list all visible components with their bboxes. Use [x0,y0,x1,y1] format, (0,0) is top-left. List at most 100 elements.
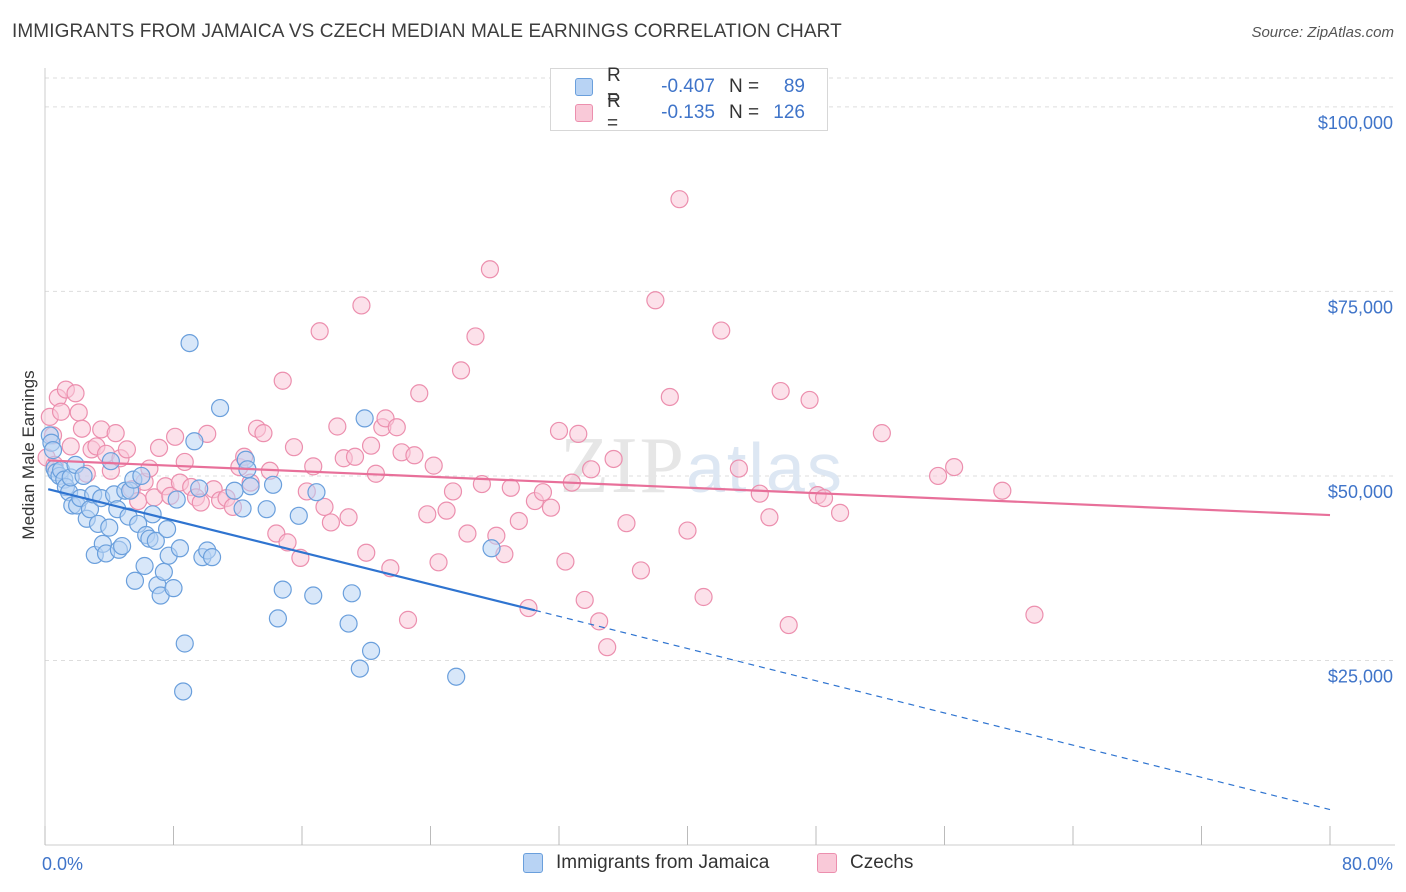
czech-point [712,321,731,340]
czech-point [771,381,790,401]
czech-point [872,424,891,443]
czech-point [437,501,456,520]
czech-point [345,447,365,466]
jamaica-point [289,506,308,525]
czech-point [61,437,80,456]
jamaica-point [175,634,194,653]
chart-title: IMMIGRANTS FROM JAMAICA VS CZECH MEDIAN … [12,21,842,42]
czech-point [443,482,463,501]
jamaica-point [125,571,145,590]
legend-label-czechs: Czechs [850,852,914,873]
jamaica-point [342,584,361,603]
czech-point [352,296,371,315]
czech-point [284,438,304,457]
czech-point [328,417,347,436]
czech-point [254,424,273,443]
czech-point [993,481,1012,500]
x-tick-labels: 0.0% 80.0% [42,854,1393,874]
czech-point [424,456,443,475]
czech-point [69,403,88,422]
jamaica-trend-line [47,488,536,612]
legend-r-label: R = [607,65,621,108]
legend-n-value: 126 [773,102,805,123]
jamaica-point [233,499,252,518]
czech-point [339,508,358,527]
legend-r-label: R = [607,91,621,134]
source-label: Source: ZipAtlas.com [1251,24,1394,41]
czech-point [569,424,588,443]
czech-point [321,513,341,532]
czech-point [575,590,594,610]
czech-point [582,460,601,479]
czech-point [670,190,689,209]
czech-point [779,615,798,635]
legend-r-value: -0.135 [661,102,715,123]
y-tick-label: $25,000 [1328,666,1393,686]
jamaica-point [225,481,244,500]
czech-point [509,511,528,531]
legend-n-label: N = [729,76,760,97]
czech-point [800,390,819,410]
y-tick-label: $50,000 [1328,482,1393,502]
czech-point [541,498,561,517]
jamaica-point [170,539,190,558]
watermark: ZIPatlas [560,422,844,510]
czech-point [604,449,623,469]
jamaica-point [190,479,209,498]
x-tick-label: 80.0% [1342,854,1393,874]
series-legend: Immigrants from Jamaica Czechs [0,852,1406,878]
legend-swatch-czechs [817,853,837,873]
x-tick-label: 0.0% [42,854,83,874]
czech-point [678,521,697,540]
czech-point [458,524,477,543]
czech-point [556,552,575,571]
czech-point [760,508,779,527]
trend-lines [47,459,1331,811]
jamaica-point [263,475,283,494]
legend-item-jamaica[interactable]: Immigrants from Jamaica [523,852,769,874]
czech-point [410,384,429,403]
czech-point [72,419,92,438]
czech-point [830,503,850,522]
czech-point [175,452,194,472]
legend-n-value: 89 [783,76,805,97]
jamaica-point [268,609,288,628]
czech-trend-line [48,459,1331,517]
jamaica-point [339,614,358,633]
czech-point [117,440,137,459]
legend-label-jamaica: Immigrants from Jamaica [556,852,770,873]
jamaica-point [164,579,183,598]
jamaica-point [482,539,501,558]
stats-legend: R = -0.407 N = 89 R = -0.135 N = 126 [550,65,828,134]
czech-point [273,371,292,390]
czech-point [166,427,185,446]
legend-item-czechs[interactable]: Czechs [817,852,913,874]
czech-point [405,446,424,465]
czech-point [814,488,834,508]
czech-point [945,457,964,477]
czech-point [357,543,376,562]
czech-point [480,260,500,279]
czech-point [418,505,437,524]
czech-point [590,612,609,631]
grid-lines [45,77,1395,661]
jamaica-point [146,531,165,551]
czech-point [549,421,569,441]
y-tick-label: $75,000 [1328,297,1393,317]
legend-r-value: -0.407 [661,76,715,97]
czech-point [361,436,381,455]
czech-point [106,424,125,443]
jamaica-point [154,562,173,582]
czech-point [466,327,485,346]
legend-swatch-czechs [575,104,593,122]
legend-swatch-jamaica [523,853,543,873]
jamaica-point [100,518,119,537]
czech-point [398,610,418,629]
jamaica-point [167,490,186,509]
jamaica-point [185,432,204,451]
czech-point [533,483,553,502]
czech-point [310,322,329,341]
jamaica-point [132,466,151,486]
jamaica-point [361,641,381,660]
czech-point [429,553,448,572]
